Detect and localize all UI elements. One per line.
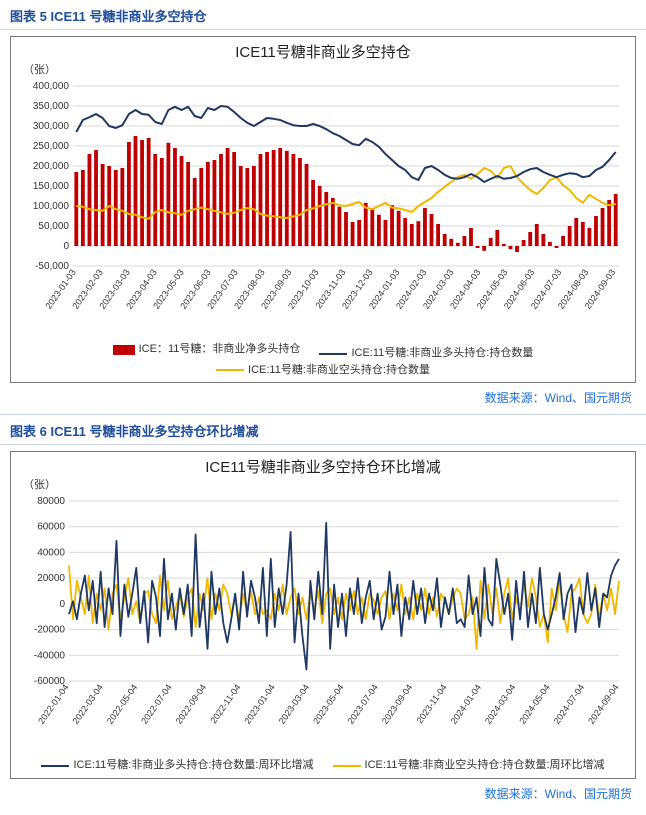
figure5-legend-bars-label: ICE：11号糖：非商业净多头持仓: [139, 342, 301, 357]
figure5-legend-long: ICE:11号糖:非商业多头持仓:持仓数量: [319, 346, 533, 361]
figure5-heading: 图表 5 ICE11 号糖非商业多空持仓: [0, 0, 646, 30]
figure5-source: 数据来源：Wind、国元期货: [0, 385, 646, 415]
svg-text:0: 0: [63, 241, 69, 252]
svg-text:2022-05-04: 2022-05-04: [105, 683, 140, 726]
svg-text:2024-05-04: 2024-05-04: [517, 683, 552, 726]
figure5-block: 图表 5 ICE11 号糖非商业多空持仓 ICE11号糖非商业多空持仓 （张） …: [0, 0, 646, 415]
svg-text:2022-07-04: 2022-07-04: [139, 683, 174, 726]
figure5-svg: -50,000 0 50,000 100,000 150,000 200,000 250,0…: [17, 68, 629, 338]
svg-text:-20000: -20000: [34, 625, 66, 636]
figure6-heading: 图表 6 ICE11 号糖非商业多空持仓环比增减: [0, 415, 646, 445]
svg-text:150,000: 150,000: [33, 181, 70, 192]
svg-text:250,000: 250,000: [33, 141, 70, 152]
figure5-legend: ICE：11号糖：非商业净多头持仓 ICE:11号糖:非商业多头持仓:持仓数量 …: [17, 342, 629, 378]
legend-swatch-icon: [333, 765, 361, 767]
svg-text:2023-03-04: 2023-03-04: [277, 683, 312, 726]
figure5-container: ICE11号糖非商业多空持仓 （张） -50,000050,000100,000…: [10, 36, 636, 383]
svg-text:2024-01-04: 2024-01-04: [449, 683, 484, 726]
svg-text:2024-03-04: 2024-03-04: [483, 683, 518, 726]
svg-text:2023-01-04: 2023-01-04: [242, 683, 277, 726]
figure5-legend-short: ICE:11号糖:非商业空头持仓:持仓数量: [216, 363, 430, 378]
figure6-legend: ICE:11号糖:非商业多头持仓:持仓数量:周环比增减 ICE:11号糖:非商业…: [17, 757, 629, 774]
svg-text:2023-05-04: 2023-05-04: [311, 683, 346, 726]
legend-swatch-icon: [216, 369, 244, 371]
figure6-legend-short-label: ICE:11号糖:非商业空头持仓:持仓数量:周环比增减: [365, 758, 605, 773]
legend-swatch-icon: [319, 353, 347, 355]
svg-text:2023-07-04: 2023-07-04: [345, 683, 380, 726]
svg-text:2024-07-04: 2024-07-04: [552, 683, 587, 726]
svg-text:2023-09-04: 2023-09-04: [380, 683, 415, 726]
svg-text:350,000: 350,000: [33, 101, 70, 112]
figure5-plot: -50,000 0 50,000 100,000 150,000 200,000 250,0…: [17, 68, 629, 338]
figure6-title: ICE11号糖非商业多空持仓环比增减: [17, 456, 629, 477]
svg-text:2022-09-04: 2022-09-04: [174, 683, 209, 726]
figure5-title: ICE11号糖非商业多空持仓: [17, 41, 629, 62]
svg-text:2022-03-04: 2022-03-04: [70, 683, 105, 726]
figure6-legend-long: ICE:11号糖:非商业多头持仓:持仓数量:周环比增减: [41, 758, 313, 773]
svg-text:20000: 20000: [37, 573, 65, 584]
figure5-legend-bars: ICE：11号糖：非商业净多头持仓: [113, 342, 301, 357]
legend-swatch-icon: [41, 765, 69, 767]
figure6-plot: -60000-40000-200000200004000060000800002…: [17, 483, 629, 753]
figure5-legend-short-label: ICE:11号糖:非商业空头持仓:持仓数量: [248, 363, 430, 378]
svg-text:2024-09-04: 2024-09-04: [586, 683, 621, 726]
svg-text:60000: 60000: [37, 522, 65, 533]
figure6-svg: -60000-40000-200000200004000060000800002…: [17, 483, 629, 753]
svg-text:2022-01-04: 2022-01-04: [36, 683, 71, 726]
figure5-legend-long-label: ICE:11号糖:非商业多头持仓:持仓数量: [351, 346, 533, 361]
svg-text:400,000: 400,000: [33, 81, 70, 92]
svg-text:300,000: 300,000: [33, 121, 70, 132]
svg-text:-50,000: -50,000: [35, 261, 69, 272]
figure6-block: 图表 6 ICE11 号糖非商业多空持仓环比增减 ICE11号糖非商业多空持仓环…: [0, 415, 646, 810]
svg-text:2023-11-04: 2023-11-04: [415, 683, 449, 726]
svg-text:0: 0: [59, 599, 65, 610]
legend-swatch-icon: [113, 345, 135, 355]
figure6-source: 数据来源：Wind、国元期货: [0, 781, 646, 810]
svg-text:80000: 80000: [37, 496, 65, 507]
figure6-container: ICE11号糖非商业多空持仓环比增减 （张） -60000-40000-2000…: [10, 451, 636, 779]
svg-text:-40000: -40000: [34, 650, 66, 661]
svg-text:200,000: 200,000: [33, 161, 70, 172]
figure6-legend-long-label: ICE:11号糖:非商业多头持仓:持仓数量:周环比增减: [73, 758, 313, 773]
svg-text:2022-11-04: 2022-11-04: [208, 683, 242, 726]
svg-text:40000: 40000: [37, 548, 65, 559]
svg-text:50,000: 50,000: [38, 221, 69, 232]
svg-text:100,000: 100,000: [33, 201, 70, 212]
figure6-legend-short: ICE:11号糖:非商业空头持仓:持仓数量:周环比增减: [333, 758, 605, 773]
